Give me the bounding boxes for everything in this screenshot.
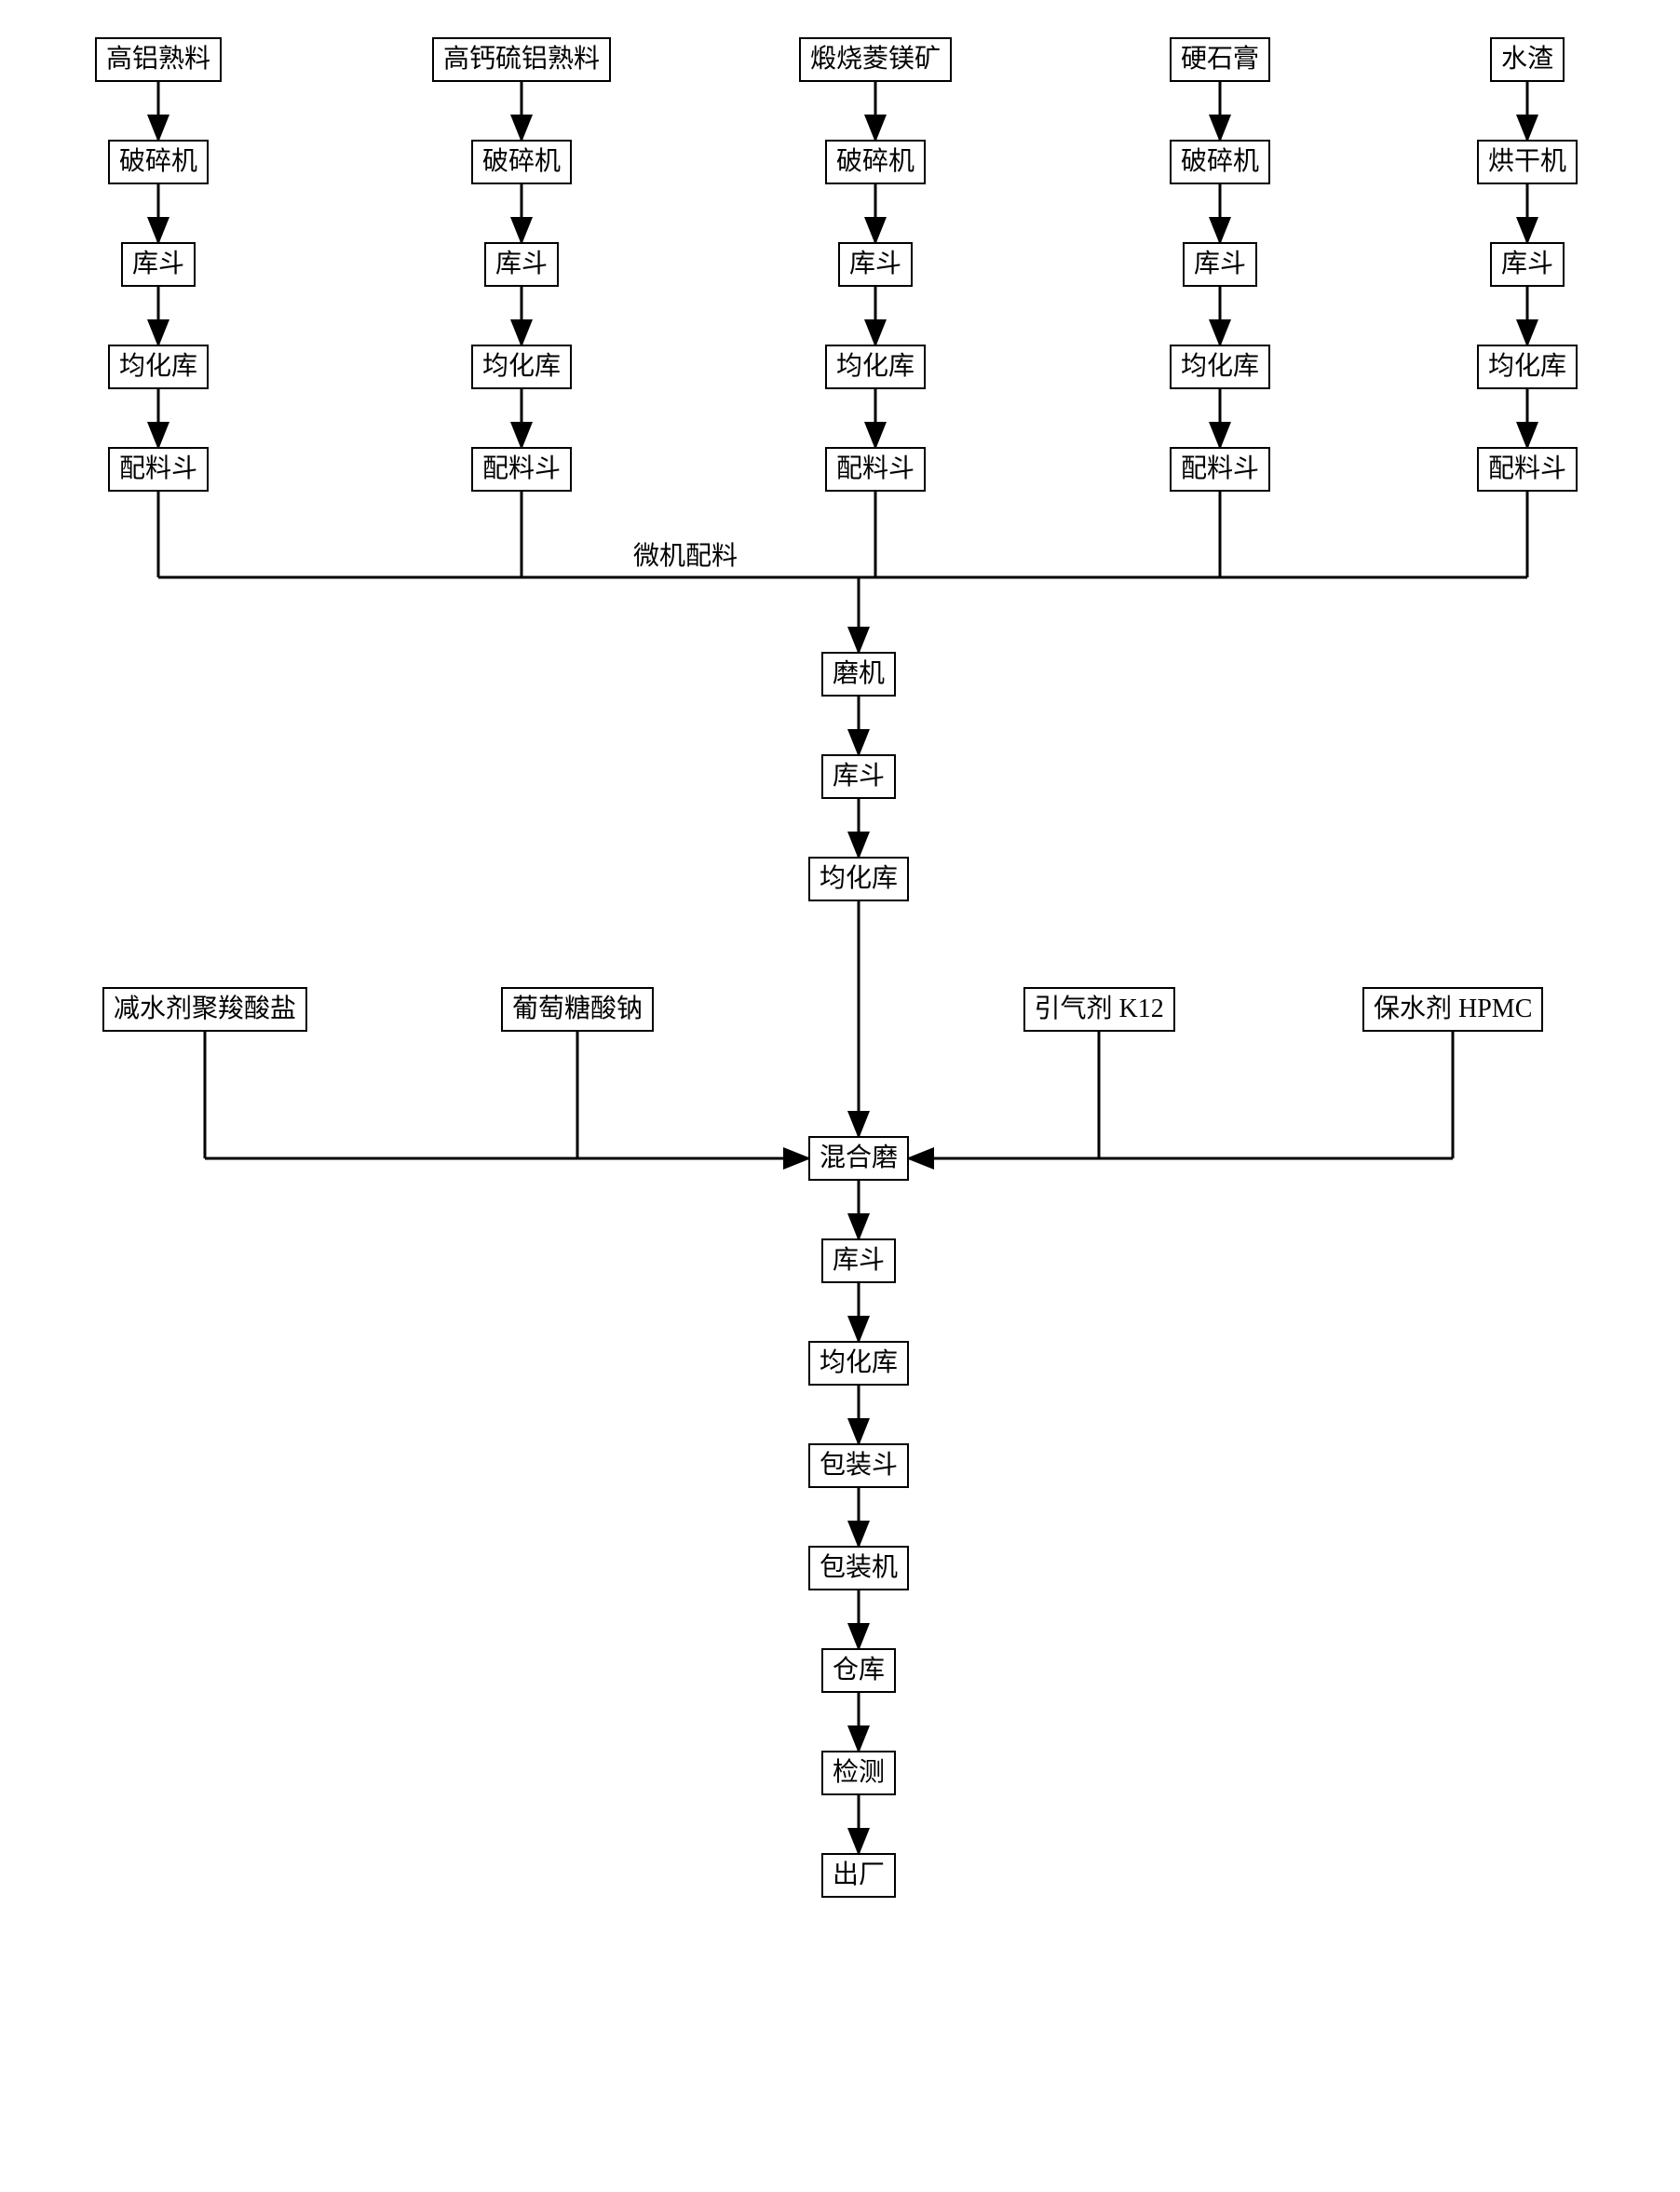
- additive-1: 葡萄糖酸钠: [501, 987, 654, 1032]
- final-step-5: 检测: [821, 1751, 896, 1795]
- merge-label: 微机配料: [633, 535, 738, 573]
- raw-material-0: 高铝熟料: [95, 37, 222, 82]
- additive-2: 引气剂 K12: [1023, 987, 1175, 1032]
- raw-material-1: 高钙硫铝熟料: [432, 37, 611, 82]
- hopper-3: 库斗: [1183, 242, 1257, 287]
- hopper-4: 库斗: [1490, 242, 1565, 287]
- final-step-4: 仓库: [821, 1648, 896, 1693]
- crusher-0: 破碎机: [108, 140, 209, 184]
- homog-1: 均化库: [471, 345, 572, 389]
- homog-0: 均化库: [108, 345, 209, 389]
- homog-2: 均化库: [825, 345, 926, 389]
- mix-mill: 混合磨: [808, 1136, 909, 1181]
- additive-3: 保水剂 HPMC: [1362, 987, 1543, 1032]
- hopper-2: 库斗: [838, 242, 913, 287]
- final-step-3: 包装机: [808, 1546, 909, 1590]
- batch-hopper-3: 配料斗: [1170, 447, 1270, 492]
- batch-hopper-4: 配料斗: [1477, 447, 1578, 492]
- homog-4: 均化库: [1477, 345, 1578, 389]
- batch-hopper-0: 配料斗: [108, 447, 209, 492]
- homog-3: 均化库: [1170, 345, 1270, 389]
- crusher-4: 烘干机: [1477, 140, 1578, 184]
- raw-material-2: 煅烧菱镁矿: [799, 37, 952, 82]
- additive-0: 减水剂聚羧酸盐: [102, 987, 307, 1032]
- hopper-0: 库斗: [121, 242, 196, 287]
- final-step-2: 包装斗: [808, 1443, 909, 1488]
- hopper-after-mill: 库斗: [821, 754, 896, 799]
- mill: 磨机: [821, 652, 896, 697]
- hopper-1: 库斗: [484, 242, 559, 287]
- raw-material-3: 硬石膏: [1170, 37, 1270, 82]
- crusher-3: 破碎机: [1170, 140, 1270, 184]
- raw-material-4: 水渣: [1490, 37, 1565, 82]
- batch-hopper-1: 配料斗: [471, 447, 572, 492]
- homog-after-mill: 均化库: [808, 857, 909, 901]
- crusher-2: 破碎机: [825, 140, 926, 184]
- final-step-0: 库斗: [821, 1238, 896, 1283]
- final-step-1: 均化库: [808, 1341, 909, 1386]
- batch-hopper-2: 配料斗: [825, 447, 926, 492]
- crusher-1: 破碎机: [471, 140, 572, 184]
- final-step-6: 出厂: [821, 1853, 896, 1898]
